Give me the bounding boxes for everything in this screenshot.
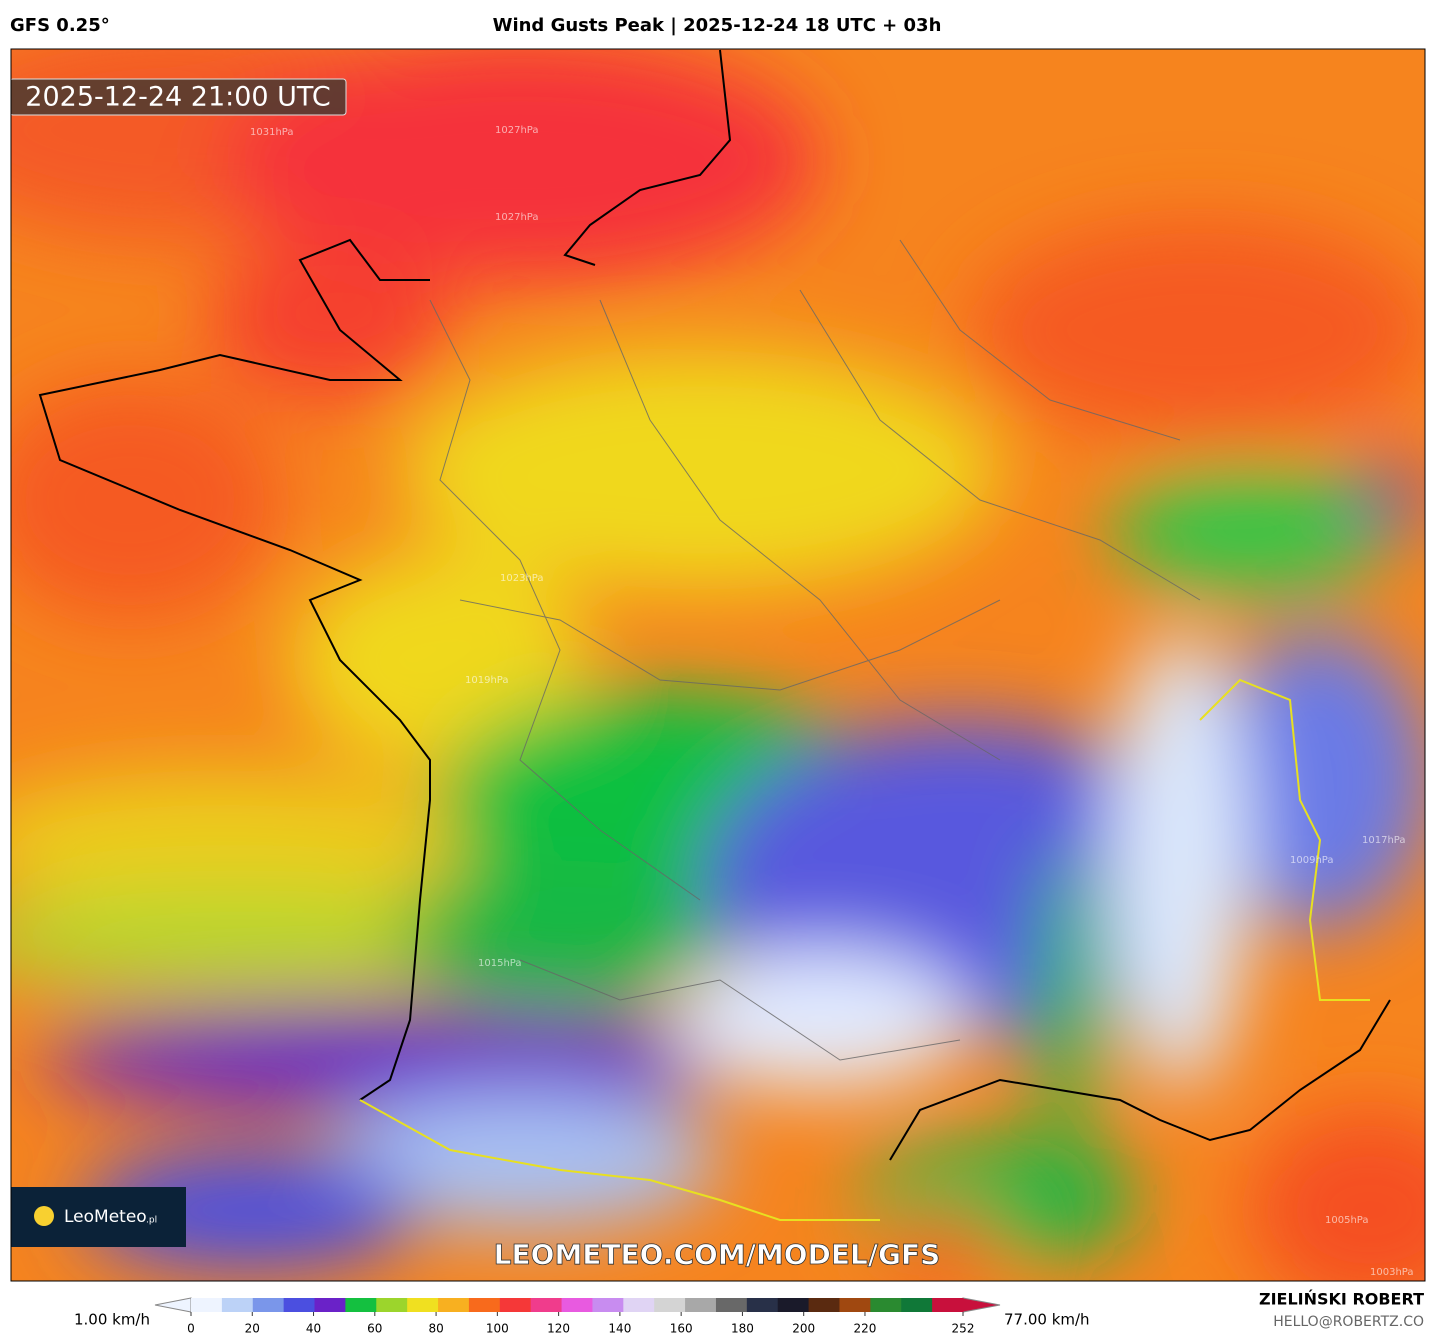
isobar-label: 1005hPa [1325,1215,1369,1226]
field [11,770,480,910]
isobar-label: 1015hPa [478,958,522,969]
colorbar-tick-label: 120 [547,1322,570,1336]
timestamp: 2025-12-24 21:00 UTC [25,82,330,113]
colorbar-segment [345,1298,377,1312]
colorbar-segment [499,1298,532,1312]
map-frame [10,48,1426,1282]
isobar-label: 1027hPa [495,125,539,136]
colorbar-segment [438,1298,470,1312]
field [290,550,590,770]
colorbar-segment [592,1298,624,1312]
colorbar-tick-label: 180 [731,1322,754,1336]
isobar-label: 1009hPa [1290,855,1334,866]
colorbar-tick-label: 60 [367,1322,382,1336]
colorbar-tick-label: 0 [187,1322,195,1336]
isobar-label: 1019hPa [465,675,509,686]
isobar-label: 1003hPa [1370,1267,1414,1278]
coastline [38,49,1391,1161]
field [400,860,720,1000]
email: HELLO@ROBERTZ.CO [1273,1314,1424,1330]
colorbar-tick-label: 100 [486,1322,509,1336]
colorbar-segment [746,1298,779,1312]
wind-field [11,49,1425,1281]
colorbar-segment [623,1298,655,1312]
logo-suffix: .pl [146,1216,157,1226]
field [1110,470,1390,590]
isobar-label: 1027hPa [495,212,539,223]
logo-name: LeoMeteo [64,1207,147,1227]
colorbar-tick-label: 252 [952,1322,975,1336]
colorbar-tick-label: 220 [854,1322,877,1336]
colorbar: 0 20 40 60 80 100 120 140 160 180 200 220 252 [154,1297,1001,1336]
colorbar-tick-label: 80 [428,1322,443,1336]
colorbar-segment [314,1298,346,1312]
field [970,220,1425,440]
field [210,240,450,400]
field [11,380,280,620]
colorbar-tick-label: 200 [792,1322,815,1336]
colorbar-segment [252,1298,285,1312]
logo-sun [34,1206,54,1226]
region-boundaries [429,239,1201,1061]
isobar-labels: 1031hPa 1027hPa 1027hPa 1023hPa 1019hPa 1015h… [250,125,1414,1278]
field [1042,850,1098,1150]
colorbar-segment [654,1298,686,1312]
colorbar-segment [715,1298,748,1312]
colorbar-segment [283,1298,316,1312]
isobar-label: 1023hPa [500,573,544,584]
colorbar-arrow-left [154,1297,192,1313]
map-title: Wind Gusts Peak | 2025-12-24 18 UTC + 03… [493,15,942,36]
model-label: GFS 0.25° [10,15,110,36]
colorbar-tick-label: 20 [245,1322,260,1336]
colorbar-segment [901,1298,933,1312]
field [1360,460,1420,540]
field [1110,630,1250,1090]
map: 1031hPa 1027hPa 1027hPa 1023hPa 1019hPa 1015h… [11,49,1425,1281]
colorbar-segment [870,1298,902,1312]
colorbar-segment [932,1298,964,1312]
colorbar-tick-label: 160 [670,1322,693,1336]
colorbar-segment [376,1298,408,1312]
colorbar-segment [777,1298,810,1312]
colorbar-arrow-right [962,1297,1001,1313]
colorbar-segment [407,1298,439,1312]
colorbar-min-label: 1.00 km/h [74,1311,150,1329]
field [670,950,970,1090]
colorbar-tick-label: 40 [306,1322,321,1336]
field [40,1010,760,1110]
watermark: LEOMETEO.COM/MODEL/GFS [494,1238,941,1271]
isobar-label: 1017hPa [1362,835,1406,846]
field [320,1090,720,1230]
field [400,350,1000,590]
colorbar-segment [808,1298,840,1312]
colorbar-tick-label: 140 [608,1322,631,1336]
isobar-label: 1031hPa [250,127,294,138]
field [880,1210,1000,1281]
timestamp-box [11,78,347,116]
colorbar-segment [221,1298,254,1312]
border [359,678,1370,1221]
colorbar-segment [530,1298,563,1312]
field [1250,1110,1425,1281]
colorbar-max-label: 77.00 km/h [1004,1311,1090,1329]
colorbar-segment [561,1298,593,1312]
colorbar-segment [685,1298,717,1312]
colorbar-segment [468,1298,501,1312]
colorbar-segment [191,1298,223,1312]
field [220,49,820,280]
author: ZIELIŃSKI ROBERT [1259,1290,1424,1309]
colorbar-segment [839,1298,871,1312]
field [1210,630,1425,930]
